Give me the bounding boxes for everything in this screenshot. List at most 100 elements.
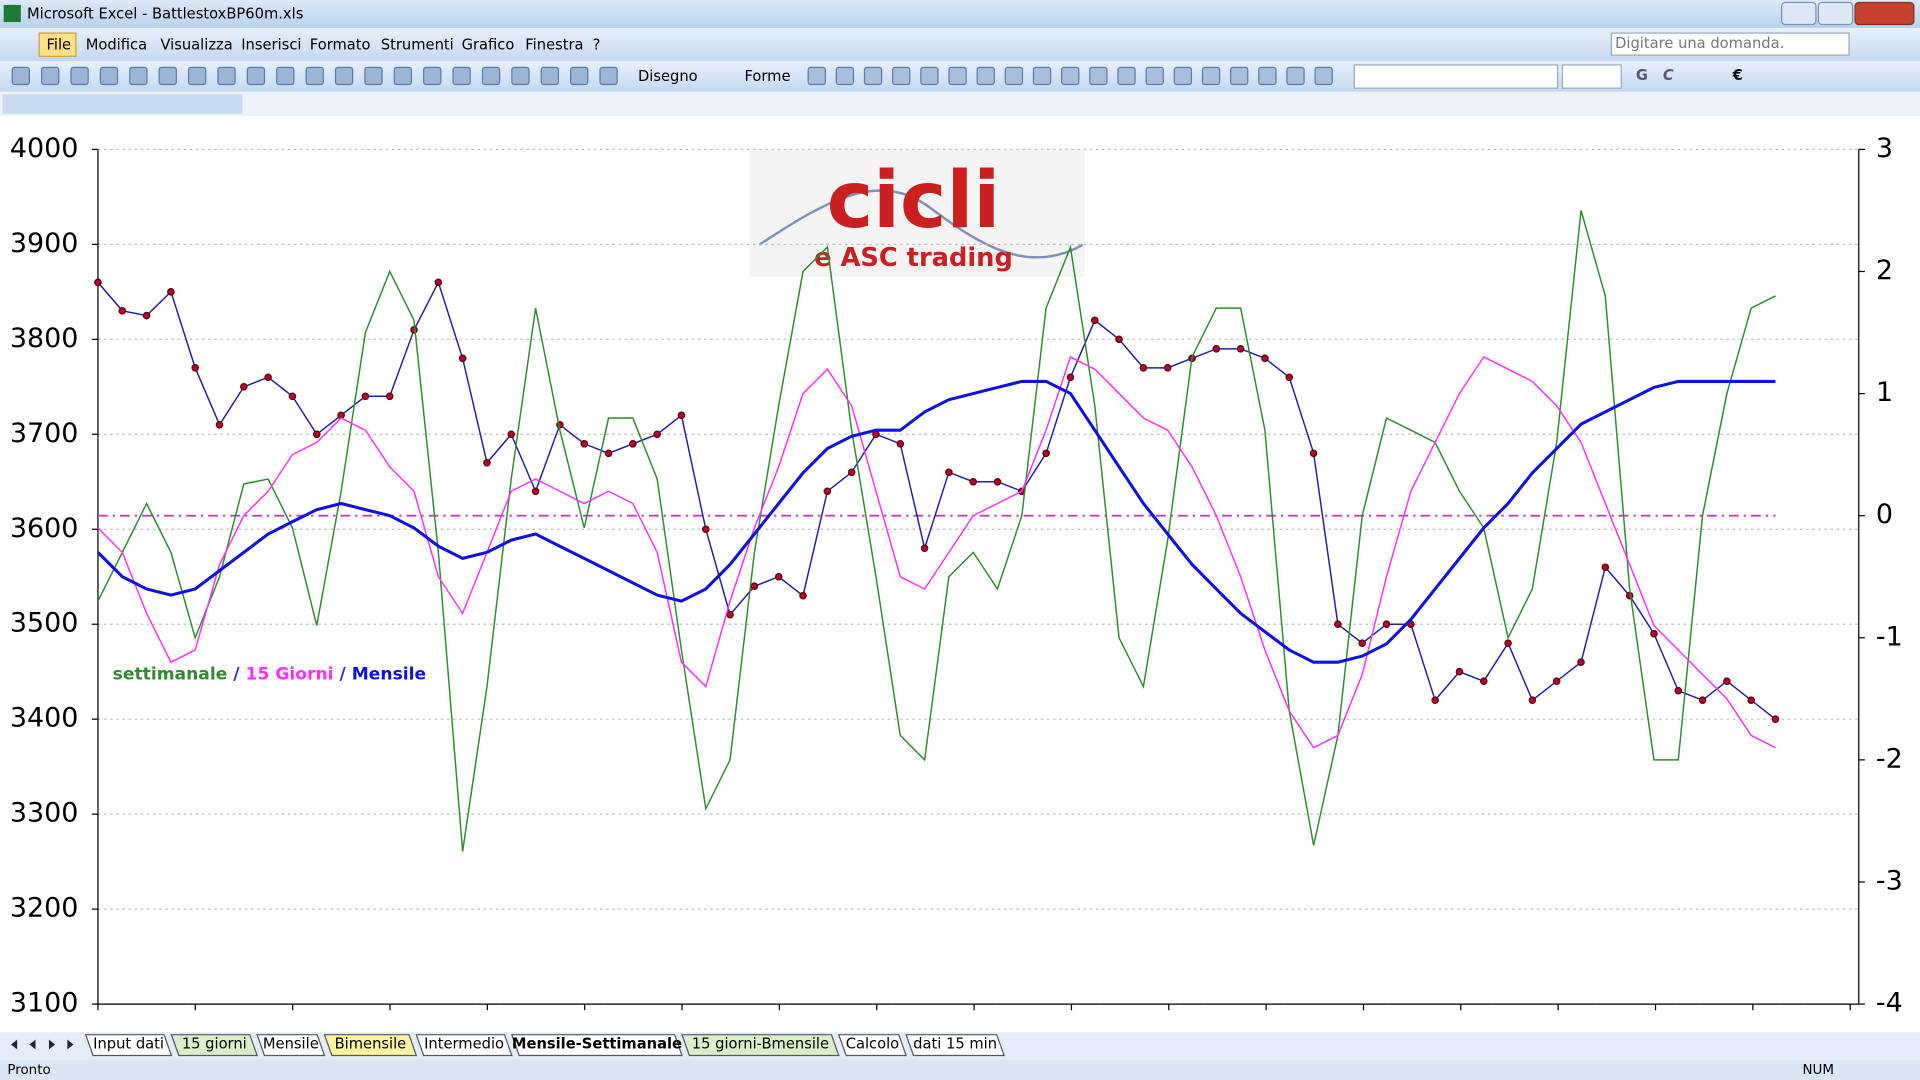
sheet-tab-label[interactable]: 15 giorni xyxy=(182,1035,247,1052)
menu-item[interactable]: Formato xyxy=(310,36,371,53)
toolbar-icon[interactable] xyxy=(1004,66,1024,86)
menu-item[interactable]: Inserisci xyxy=(241,36,301,53)
sheet-tab[interactable] xyxy=(510,1034,683,1057)
help-box-text: Digitare una domanda. xyxy=(1615,35,1784,52)
toolbar-icon[interactable] xyxy=(129,66,148,86)
menu-item[interactable]: Modifica xyxy=(86,36,147,53)
sheet-tab[interactable] xyxy=(837,1034,907,1057)
toolbar-icon[interactable] xyxy=(540,66,559,86)
toolbar-icon[interactable] xyxy=(481,66,501,86)
toolbar-icon[interactable] xyxy=(976,66,995,86)
toolbar-icon[interactable] xyxy=(863,66,883,86)
data-point xyxy=(1261,354,1269,363)
toolbar-icon[interactable] xyxy=(11,66,30,86)
toolbar-icon[interactable] xyxy=(158,66,177,86)
data-point xyxy=(969,477,977,486)
toolbar-icon[interactable] xyxy=(1173,66,1193,86)
toolbar-icon[interactable] xyxy=(393,66,413,86)
toolbar-icon[interactable] xyxy=(892,66,911,86)
toolbar-icon[interactable] xyxy=(187,66,207,86)
name-box[interactable] xyxy=(2,94,243,114)
sheet-tab[interactable] xyxy=(256,1034,326,1057)
legend-separator: / xyxy=(340,665,347,685)
sheet-tab-label[interactable]: Calcolo xyxy=(846,1035,899,1052)
sheet-tab[interactable] xyxy=(170,1034,259,1057)
toolbar-icon[interactable] xyxy=(807,66,826,86)
tab-scroll-button[interactable] xyxy=(29,1039,36,1050)
data-point xyxy=(1577,658,1585,667)
bold-button[interactable]: G xyxy=(1636,67,1648,84)
sheet-tab-label[interactable]: 15 giorni-Bmensile xyxy=(692,1035,829,1052)
logo-subtitle: e ASC trading xyxy=(814,243,1013,273)
data-point xyxy=(264,373,272,382)
toolbar-icon[interactable] xyxy=(452,66,471,86)
toolbar-icon[interactable] xyxy=(99,66,119,86)
toolbar-icon[interactable] xyxy=(511,66,530,86)
toolbar-icon[interactable] xyxy=(1117,66,1136,86)
toolbar-icon[interactable] xyxy=(920,66,939,86)
data-point xyxy=(167,288,175,296)
sheet-tab-label[interactable]: Bimensile xyxy=(335,1035,407,1052)
tab-scroll-button[interactable] xyxy=(67,1039,74,1050)
toolbar-icon[interactable] xyxy=(1258,66,1277,86)
toolbar-icon[interactable] xyxy=(305,66,324,86)
sheet-tab-label[interactable]: Intermedio xyxy=(424,1035,504,1052)
toolbar-icon[interactable] xyxy=(570,66,589,86)
tab-scroll-button[interactable] xyxy=(48,1039,56,1050)
help-box[interactable] xyxy=(1610,32,1850,56)
sheet-tab[interactable] xyxy=(681,1034,840,1057)
legend-entry: Mensile xyxy=(352,665,426,685)
toolbar-icon[interactable] xyxy=(217,66,236,86)
data-point xyxy=(507,430,516,439)
sheet-tab[interactable] xyxy=(84,1034,173,1057)
toolbar-icon[interactable] xyxy=(364,66,383,86)
menu-item[interactable]: File xyxy=(47,36,72,53)
close-button[interactable] xyxy=(1854,1,1915,26)
toolbar-icon[interactable] xyxy=(1089,66,1108,86)
menu-item[interactable]: Grafico xyxy=(462,36,515,53)
toolbar-icon[interactable] xyxy=(948,66,967,86)
toolbar-icon[interactable] xyxy=(835,66,855,86)
shapes-menu[interactable]: Forme xyxy=(744,68,790,85)
tab-scroll-button[interactable] xyxy=(11,1039,18,1050)
sheet-tab-label[interactable]: Mensile xyxy=(263,1035,319,1052)
toolbar-icon[interactable] xyxy=(599,66,618,86)
sheet-tab-label[interactable]: Mensile-Settimanale xyxy=(512,1035,682,1052)
euro-button[interactable]: € xyxy=(1732,67,1743,84)
toolbar-icon[interactable] xyxy=(41,66,60,86)
data-point xyxy=(1358,639,1366,648)
drawing-menu[interactable]: Disegno xyxy=(638,68,698,85)
sheet-tab[interactable] xyxy=(323,1034,418,1057)
y2-tick-label: 1 xyxy=(1876,377,1893,408)
menu-item[interactable]: ? xyxy=(593,36,601,53)
sheet-tab-label[interactable]: Input dati xyxy=(93,1035,164,1052)
logo-title: cicli xyxy=(827,155,1000,246)
toolbar-icon[interactable] xyxy=(70,66,89,86)
sheet-tab[interactable] xyxy=(415,1034,513,1057)
toolbar-icon[interactable] xyxy=(1201,66,1221,86)
toolbar-icon[interactable] xyxy=(1286,66,1305,86)
toolbar-icon[interactable] xyxy=(276,66,295,86)
font-box[interactable] xyxy=(1353,64,1559,89)
toolbar-icon[interactable] xyxy=(423,66,442,86)
menu-item[interactable]: Strumenti xyxy=(381,36,454,53)
toolbar-icon[interactable] xyxy=(334,66,354,86)
data-point xyxy=(1382,620,1391,629)
toolbar-icon[interactable] xyxy=(1230,66,1249,86)
italic-button[interactable]: C xyxy=(1663,67,1674,84)
data-point xyxy=(604,449,613,458)
minimize-button[interactable] xyxy=(1781,1,1817,26)
toolbar-icon[interactable] xyxy=(1061,66,1080,86)
menu-item[interactable]: Finestra xyxy=(525,36,583,53)
size-box[interactable] xyxy=(1561,64,1622,89)
sheet-tab[interactable] xyxy=(905,1034,1005,1057)
toolbar-icon[interactable] xyxy=(1145,66,1164,86)
sheet-tab-label[interactable]: dati 15 min xyxy=(913,1035,997,1052)
maximize-button[interactable] xyxy=(1817,1,1854,26)
toolbar-icon[interactable] xyxy=(1032,66,1052,86)
data-point xyxy=(945,468,953,477)
menu-item[interactable]: Visualizza xyxy=(160,36,232,53)
toolbar-icon[interactable] xyxy=(246,66,266,86)
series-line xyxy=(97,355,1776,749)
toolbar-icon[interactable] xyxy=(1314,66,1333,86)
